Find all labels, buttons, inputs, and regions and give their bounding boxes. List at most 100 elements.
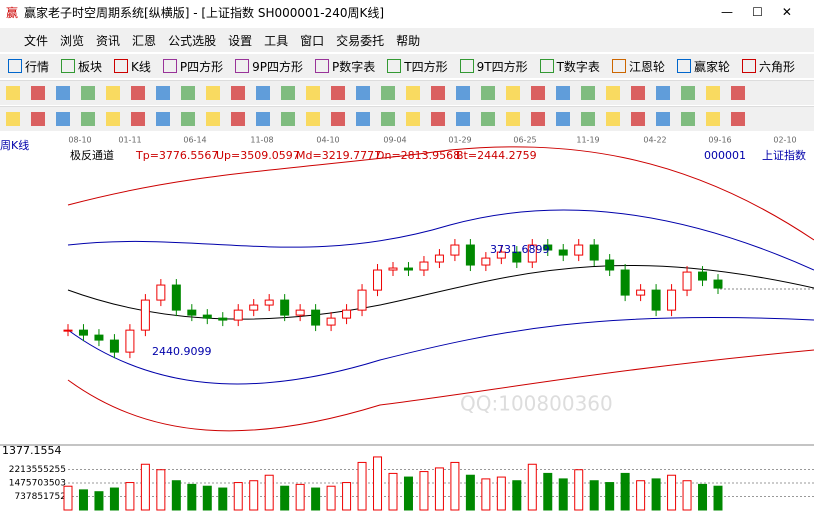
icon-button[interactable] (356, 86, 370, 100)
icon-button[interactable] (431, 112, 445, 126)
menu-item[interactable]: 设置 (228, 33, 253, 48)
menu-item[interactable]: 资讯 (96, 33, 121, 48)
icon-button[interactable] (281, 86, 295, 100)
icon-button[interactable] (56, 86, 70, 100)
icon-button[interactable] (731, 112, 745, 126)
candle (264, 299, 274, 306)
icon-button[interactable] (381, 112, 395, 126)
icon-button[interactable] (506, 86, 520, 100)
tool-button[interactable]: T四方形 (404, 59, 448, 74)
icon-button[interactable] (481, 112, 495, 126)
icon-button[interactable] (81, 112, 95, 126)
tool-button[interactable]: T数字表 (556, 59, 600, 74)
menu-item[interactable]: 窗口 (300, 33, 325, 48)
tool-button[interactable]: 江恩轮 (628, 59, 665, 74)
icon-button[interactable] (606, 86, 620, 100)
icon-button[interactable] (31, 112, 45, 126)
icon-button[interactable] (256, 86, 270, 100)
menu-item[interactable]: 汇恩 (132, 33, 157, 48)
icon-button[interactable] (106, 86, 120, 100)
tool-button[interactable]: 六角形 (758, 59, 795, 74)
tool-icon[interactable] (61, 59, 76, 73)
tool-icon[interactable] (8, 59, 22, 73)
icon-button[interactable] (256, 112, 270, 126)
icon-button[interactable] (406, 112, 420, 126)
icon-button[interactable] (331, 112, 345, 126)
icon-button[interactable] (206, 112, 220, 126)
icon-button[interactable] (306, 112, 320, 126)
tool-icon[interactable] (315, 59, 330, 73)
icon-button[interactable] (181, 112, 195, 126)
tool-icon[interactable] (611, 59, 626, 73)
icon-button[interactable] (631, 112, 645, 126)
icon-button[interactable] (606, 112, 620, 126)
tool-icon[interactable] (114, 59, 129, 73)
menu-item[interactable]: 交易委托 (336, 33, 385, 48)
icon-button[interactable] (156, 86, 170, 100)
icon-button[interactable] (481, 86, 495, 100)
tool-icon[interactable] (741, 59, 756, 73)
tool-button[interactable]: 9T四方形 (476, 59, 528, 74)
tool-icon[interactable] (162, 59, 177, 73)
icon-button[interactable] (6, 86, 20, 100)
volume-bar (450, 461, 460, 511)
icon-button[interactable] (731, 86, 745, 100)
icon-button[interactable] (31, 86, 45, 100)
tool-icon[interactable] (387, 59, 402, 73)
icon-button[interactable] (656, 86, 670, 100)
menu-item[interactable]: 帮助 (396, 33, 421, 48)
icon-button[interactable] (281, 112, 295, 126)
x-label: 01-29 (448, 136, 471, 145)
tool-icon[interactable] (539, 59, 554, 73)
tool-button[interactable]: P数字表 (332, 59, 376, 74)
menu-item[interactable]: 工具 (264, 33, 289, 48)
icon-button[interactable] (231, 86, 245, 100)
icon-button[interactable] (456, 86, 470, 100)
icon-button[interactable] (706, 86, 720, 100)
candle (496, 251, 506, 259)
icon-button[interactable] (356, 112, 370, 126)
icon-button[interactable] (131, 86, 145, 100)
tool-button[interactable]: 行情 (25, 59, 50, 74)
candle (280, 299, 290, 316)
icon-button[interactable] (6, 112, 20, 126)
tool-button[interactable]: 板块 (78, 59, 103, 74)
icon-button[interactable] (631, 86, 645, 100)
tool-icon[interactable] (676, 59, 691, 73)
icon-button[interactable] (406, 86, 420, 100)
tool-button[interactable]: 9P四方形 (252, 59, 304, 74)
icon-button[interactable] (581, 86, 595, 100)
icon-button[interactable] (556, 86, 570, 100)
icon-button[interactable] (181, 86, 195, 100)
icon-button[interactable] (581, 112, 595, 126)
icon-button[interactable] (456, 112, 470, 126)
icon-button[interactable] (681, 86, 695, 100)
menu-item[interactable]: 浏览 (60, 33, 85, 48)
icon-button[interactable] (681, 112, 695, 126)
icon-button[interactable] (706, 112, 720, 126)
icon-button[interactable] (331, 86, 345, 100)
icon-button[interactable] (206, 86, 220, 100)
tool-icon[interactable] (459, 59, 474, 73)
icon-button[interactable] (431, 86, 445, 100)
menu-item[interactable]: 公式选股 (168, 33, 217, 48)
icon-button[interactable] (81, 86, 95, 100)
icon-button[interactable] (131, 112, 145, 126)
icon-button[interactable] (231, 112, 245, 126)
icon-button[interactable] (656, 112, 670, 126)
icon-button[interactable] (531, 86, 545, 100)
icon-button[interactable] (306, 86, 320, 100)
icon-button[interactable] (156, 112, 170, 126)
icon-button[interactable] (531, 112, 545, 126)
icon-button[interactable] (556, 112, 570, 126)
menu-item[interactable]: 文件 (24, 33, 49, 48)
tool-button[interactable]: 赢家轮 (693, 59, 730, 74)
icon-button[interactable] (106, 112, 120, 126)
icon-button[interactable] (381, 86, 395, 100)
tool-icon[interactable] (235, 59, 250, 73)
tool-button[interactable]: K线 (131, 59, 151, 74)
icon-button[interactable] (56, 112, 70, 126)
window-controls[interactable]: — ☐ ✕ (721, 5, 792, 19)
icon-button[interactable] (506, 112, 520, 126)
tool-button[interactable]: P四方形 (179, 59, 224, 74)
